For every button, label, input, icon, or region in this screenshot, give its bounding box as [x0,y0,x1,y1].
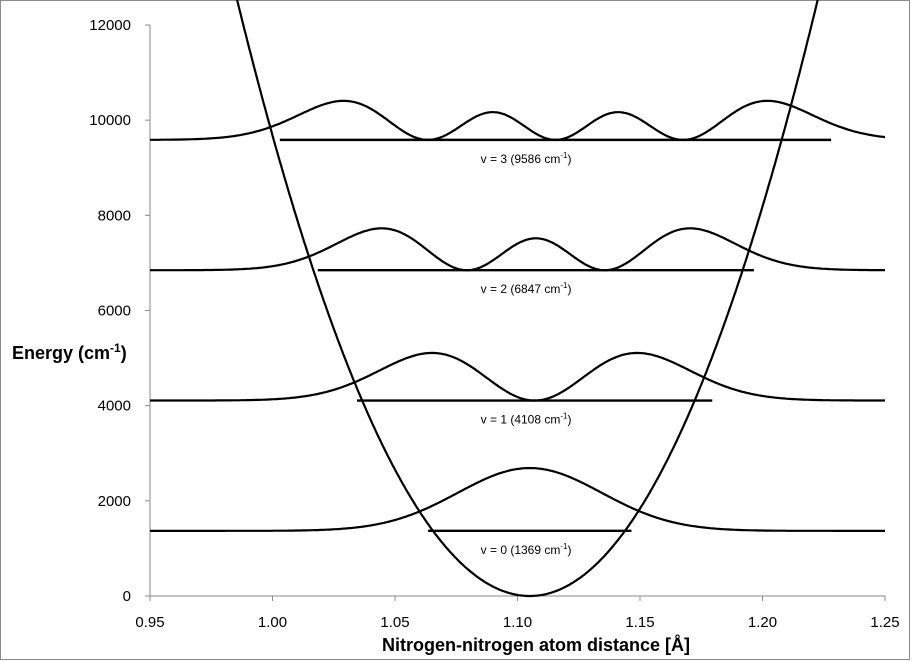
y-tick-label: 4000 [98,398,131,415]
series-group [150,0,886,598]
wavefunction-curve-v0 [150,466,885,532]
wavefunction-curve-v1 [150,351,885,402]
y-tick-label: 2000 [98,493,131,510]
y-tick-label: 0 [123,588,131,605]
x-tick-label: 0.95 [135,614,164,631]
wavefunction-curve-v3 [150,99,886,142]
x-tick-labels: 0.95 1.00 1.05 1.10 1.15 1.20 1.25 [135,596,900,631]
level-labels: v = 0 (1369 cm-1) v = 1 (4108 cm-1) v = 2 … [481,151,572,557]
y-tick-label: 8000 [98,207,131,224]
x-tick-label: 1.20 [748,614,777,631]
x-tick-label: 1.25 [870,614,899,631]
y-tick-label: 12000 [89,17,131,34]
y-axis-title: Energy (cm-1) [12,341,127,363]
plot-axes [149,25,885,597]
level-label-v2: v = 2 (6847 cm-1) [481,281,572,296]
level-label-v3: v = 3 (9586 cm-1) [481,151,572,166]
wavefunction-curve-v2 [150,227,885,272]
level-label-v1: v = 1 (4108 cm-1) [481,412,572,427]
y-tick-label: 6000 [98,303,131,320]
y-tick-label: 10000 [89,112,131,129]
x-tick-label: 1.15 [625,614,654,631]
y-tick-labels: 0 2000 4000 6000 8000 10000 12000 [89,17,150,605]
y-axis-title-sup: -1 [110,341,121,355]
potential-curve [236,0,819,598]
level-label-v0: v = 0 (1369 cm-1) [481,542,572,557]
x-axis-title: Nitrogen-nitrogen atom distance [Å] [382,635,690,655]
x-tick-label: 1.00 [258,614,287,631]
x-tick-label: 1.10 [503,614,532,631]
x-tick-label: 1.05 [380,614,409,631]
